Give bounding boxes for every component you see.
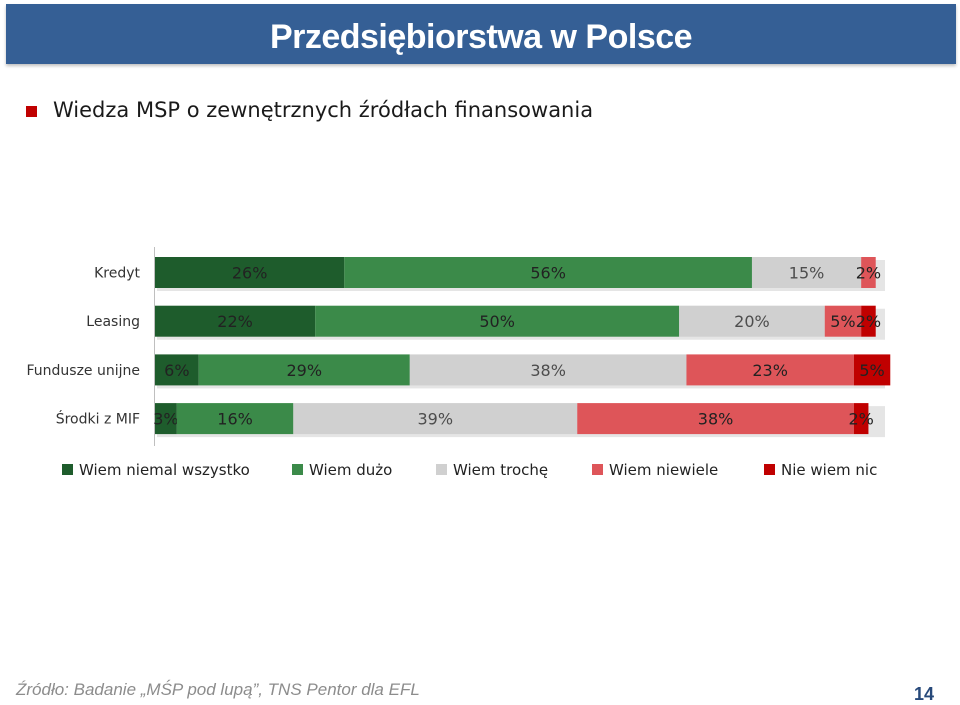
data-label: 50%: [479, 312, 515, 331]
bar-segment: [155, 403, 177, 435]
data-label: 5%: [859, 361, 884, 380]
data-label: 39%: [417, 410, 453, 429]
data-label: 29%: [286, 361, 322, 380]
subtitle-row: Wiedza MSP o zewnętrznych źródłach finan…: [26, 96, 593, 124]
legend-swatch: [436, 464, 447, 475]
legend-label: Nie wiem nic: [781, 461, 877, 479]
data-label: 16%: [217, 410, 253, 429]
data-label: 22%: [217, 312, 253, 331]
category-label: Środki z MIF: [56, 410, 140, 428]
data-label: 38%: [698, 410, 734, 429]
category-label: Leasing: [86, 314, 140, 330]
data-label: 5%: [830, 312, 855, 331]
bar-segment: [853, 403, 869, 435]
legend-swatch: [764, 464, 775, 475]
bar-segment: [577, 403, 854, 435]
data-label: 6%: [164, 361, 189, 380]
category-label: Kredyt: [94, 266, 140, 282]
header-bar: Przedsiębiorstwa w Polsce: [6, 4, 956, 64]
bar-segment: [861, 257, 876, 288]
legend-label: Wiem niemal wszystko: [79, 461, 250, 479]
data-label: 26%: [232, 264, 268, 283]
bar-segment: [155, 257, 345, 288]
legend-swatch: [592, 464, 603, 475]
bar-segment: [686, 354, 854, 386]
bar-segment: [751, 257, 862, 288]
page-number: 14: [913, 684, 934, 704]
data-label: 15%: [789, 264, 825, 283]
data-label: 2%: [848, 410, 873, 429]
data-label: 3%: [153, 410, 178, 429]
bar-segment: [198, 354, 410, 386]
data-label: 38%: [530, 361, 566, 380]
bar-segment: [155, 305, 316, 337]
legend-label: Wiem dużo: [309, 461, 392, 479]
legend-label: Wiem trochę: [453, 461, 548, 479]
bar-segment: [293, 403, 578, 435]
bar-segment: [409, 354, 687, 386]
data-label: 23%: [752, 361, 788, 380]
legend-swatch: [292, 464, 303, 475]
source-note: Źródło: Badanie „MŚP pod lupą”, TNS Pent…: [16, 680, 420, 699]
bar-segment: [344, 257, 752, 288]
bar-segment: [853, 354, 891, 386]
bar-segment: [861, 305, 876, 337]
bar-segment: [679, 305, 825, 337]
data-label: 2%: [856, 312, 881, 331]
legend-swatch: [62, 464, 73, 475]
data-label: 2%: [856, 264, 881, 283]
slide-subtitle: Wiedza MSP o zewnętrznych źródłach finan…: [53, 98, 594, 122]
data-label: 20%: [734, 312, 770, 331]
data-label: 56%: [530, 264, 566, 283]
page-title: Przedsiębiorstwa w Polsce: [269, 18, 693, 56]
bar-segment: [824, 305, 862, 337]
category-label: Fundusze unijne: [26, 363, 140, 379]
bar-segment: [315, 305, 680, 337]
bar-segment: [155, 354, 199, 386]
square-bullet-icon: [26, 105, 37, 117]
legend-label: Wiem niewiele: [609, 461, 718, 479]
bar-segment: [176, 403, 294, 435]
